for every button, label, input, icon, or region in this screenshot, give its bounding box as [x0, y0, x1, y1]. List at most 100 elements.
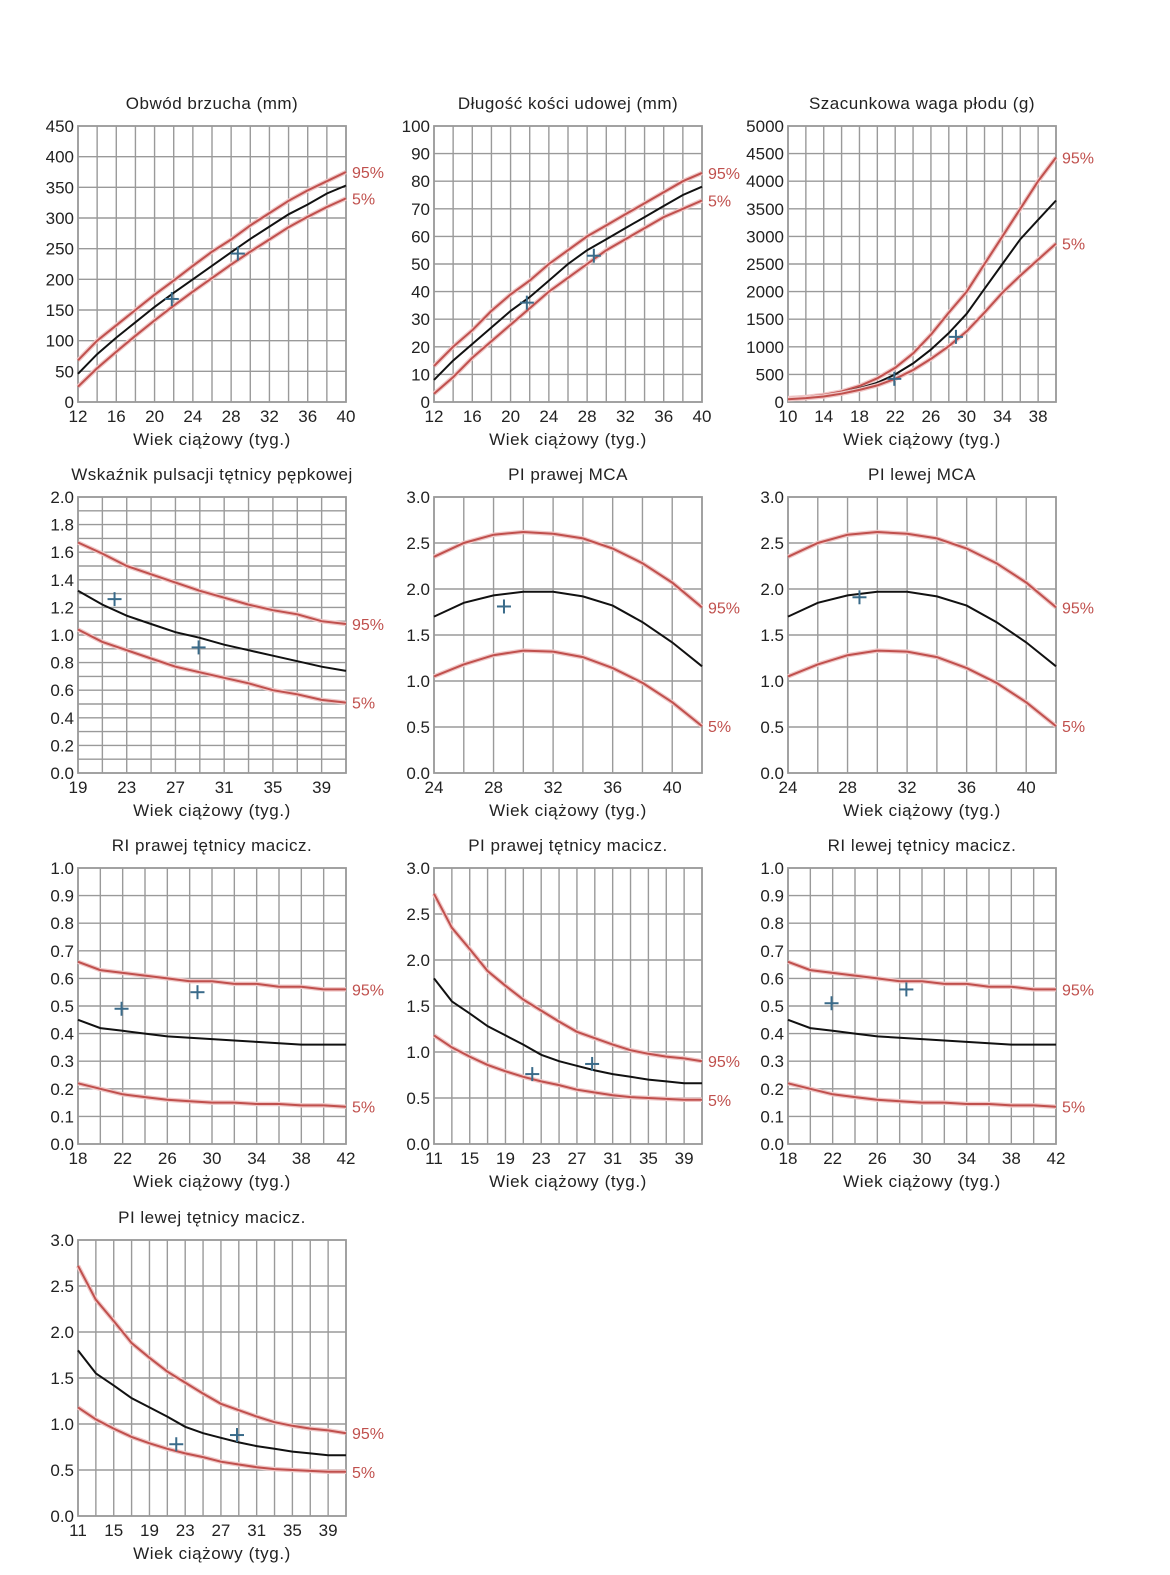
percentile-95-line [433, 171, 703, 367]
grid-lines [434, 868, 702, 1144]
median-line [77, 589, 347, 672]
y-tick-label: 70 [411, 200, 430, 219]
y-tick-label: 0.0 [406, 764, 430, 783]
y-tick-label: 1.5 [406, 626, 430, 645]
x-tick-label: 23 [117, 778, 136, 797]
label-5-percent: 5% [1062, 1100, 1085, 1117]
x-tick-label: 28 [838, 778, 857, 797]
grid-lines [78, 868, 346, 1144]
percentile-5-line [433, 199, 703, 395]
measurement-marker [899, 982, 914, 997]
y-tick-label: 1.2 [50, 598, 74, 617]
chart-r-mca: PI prawej MCA 0.0 0.5 1.0 1.5 2.0 2.5 3.0 24 28 32… [406, 465, 740, 820]
label-95-percent: 95% [708, 1054, 740, 1071]
percentile-5-line [787, 1082, 1057, 1108]
x-axis-label: Wiek ciążowy (tyg.) [489, 801, 647, 820]
x-tick-label: 26 [158, 1149, 177, 1168]
y-tick-label: 2.5 [50, 1277, 74, 1296]
percentile-95-line [77, 171, 347, 361]
measurement-marker [887, 371, 902, 386]
y-tick-label: 0.7 [760, 942, 784, 961]
y-tick-label: 0.8 [760, 914, 784, 933]
x-tick-label: 40 [663, 778, 682, 797]
plot-border [77, 867, 347, 1145]
y-tick-label: 1.4 [50, 571, 74, 590]
y-tick-label: 0.5 [760, 718, 784, 737]
x-tick-label: 31 [603, 1149, 622, 1168]
percentile-5-line [77, 197, 347, 388]
y-tick-label: 3.0 [50, 1231, 74, 1250]
y-tick-label: 0.0 [760, 764, 784, 783]
label-95-percent: 95% [708, 600, 740, 617]
y-tick-label: 100 [46, 332, 74, 351]
y-tick-label: 0.1 [50, 1107, 74, 1126]
y-tick-label: 0.6 [50, 969, 74, 988]
percentile-5-line [77, 1082, 347, 1108]
median-line [787, 1018, 1056, 1046]
x-tick-label: 34 [247, 1149, 266, 1168]
plot-border [787, 496, 1057, 774]
measurement-marker [107, 592, 122, 607]
y-tick-label: 1500 [746, 310, 784, 329]
x-tick-label: 15 [104, 1521, 123, 1540]
median-line [787, 590, 1057, 668]
y-tick-label: 2.0 [760, 580, 784, 599]
y-tick-label: 0.4 [50, 1025, 74, 1044]
percentile-5-line [77, 628, 347, 704]
y-tick-label: 1.8 [50, 516, 74, 535]
label-95-percent: 95% [352, 1426, 384, 1443]
measurement-marker [519, 295, 534, 310]
plot-border [433, 125, 703, 403]
x-tick-label: 39 [319, 1521, 338, 1540]
label-5-percent: 5% [352, 191, 375, 208]
y-tick-label: 2.5 [406, 534, 430, 553]
y-tick-label: 20 [411, 338, 430, 357]
x-tick-label: 36 [298, 407, 317, 426]
percentile-5-line [433, 649, 703, 727]
y-tick-label: 2000 [746, 283, 784, 302]
label-5-percent: 5% [352, 696, 375, 713]
y-tick-label: 350 [46, 178, 74, 197]
y-tick-label: 0.5 [406, 1089, 430, 1108]
label-5-percent: 5% [1062, 237, 1085, 254]
y-tick-label: 0.2 [50, 1080, 74, 1099]
x-tick-label: 27 [166, 778, 185, 797]
y-tick-label: 0.8 [50, 654, 74, 673]
x-tick-label: 26 [868, 1149, 887, 1168]
x-tick-label: 35 [283, 1521, 302, 1540]
x-tick-label: 28 [578, 407, 597, 426]
y-tick-label: 3.0 [406, 859, 430, 878]
y-tick-label: 250 [46, 240, 74, 259]
x-tick-label: 16 [107, 407, 126, 426]
chart-title: Szacunkowa waga płodu (g) [809, 94, 1035, 113]
chart-title: PI prawej tętnicy macicz. [468, 836, 668, 855]
label-5-percent: 5% [708, 719, 731, 736]
x-tick-label: 38 [1029, 407, 1048, 426]
measurement-marker [496, 599, 511, 614]
chart-fl: Długość kości udowej (mm) 0 10 20 30 40 50 60 70… [402, 94, 740, 449]
x-tick-label: 15 [460, 1149, 479, 1168]
x-tick-label: 24 [779, 778, 798, 797]
chart-title: RI prawej tętnicy macicz. [112, 836, 313, 855]
x-tick-label: 19 [496, 1149, 515, 1168]
x-tick-label: 32 [898, 778, 917, 797]
y-tick-label: 1.0 [50, 1415, 74, 1434]
x-tick-label: 16 [463, 407, 482, 426]
label-95-percent: 95% [352, 617, 384, 634]
measurement-marker [852, 590, 867, 605]
measurement-marker [230, 1428, 245, 1443]
x-tick-label: 35 [639, 1149, 658, 1168]
chart-efw: Szacunkowa waga płodu (g) 0 500 1000 1500 200… [746, 94, 1094, 449]
grid-lines [788, 497, 1056, 773]
y-tick-label: 2.5 [760, 534, 784, 553]
x-tick-label: 22 [886, 407, 905, 426]
label-95-percent: 95% [352, 982, 384, 999]
x-tick-label: 38 [292, 1149, 311, 1168]
y-tick-label: 30 [411, 310, 430, 329]
label-5-percent: 5% [1062, 719, 1085, 736]
x-tick-label: 19 [140, 1521, 159, 1540]
label-95-percent: 95% [1062, 150, 1094, 167]
x-tick-label: 26 [921, 407, 940, 426]
y-tick-label: 0.1 [760, 1107, 784, 1126]
y-tick-label: 1.0 [760, 859, 784, 878]
